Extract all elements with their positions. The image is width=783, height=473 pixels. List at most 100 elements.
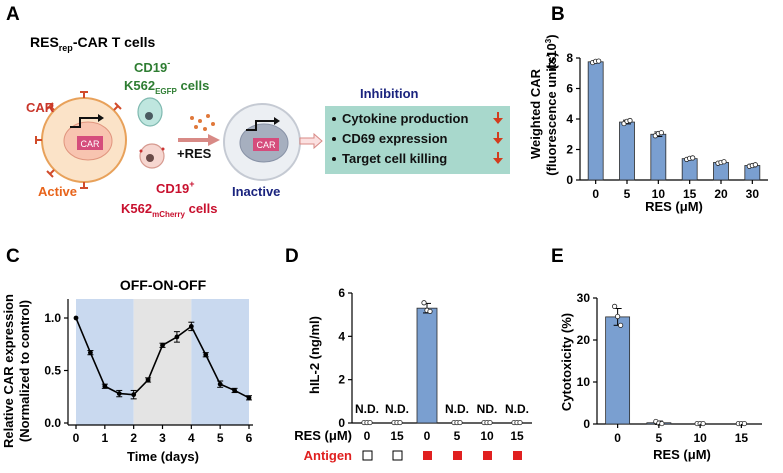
panel-e: E Cytotoxicity (%) 0 10 20 30 0 5 10 15 RES (μM… bbox=[551, 246, 762, 462]
x-tick-label: 5 bbox=[624, 187, 631, 201]
shaded-region bbox=[76, 299, 134, 425]
inhibition-arrow-icon bbox=[299, 132, 323, 150]
data-point bbox=[246, 395, 252, 401]
bullet-icon bbox=[332, 117, 336, 121]
c-ylabel-line2: (Normalized to control) bbox=[17, 300, 32, 442]
x-tick-label: 0 bbox=[73, 431, 80, 445]
panel-label-c: C bbox=[6, 246, 20, 267]
data-point bbox=[741, 420, 747, 427]
x-tick-label: 30 bbox=[746, 187, 760, 201]
chart-c: 0.0 0.5 1.0 0 1 2 3 4 5 6 bbox=[44, 299, 253, 445]
k562-mcherry-label: K562mCherry cells bbox=[121, 201, 218, 219]
data-point bbox=[145, 377, 151, 383]
bar bbox=[619, 121, 635, 181]
y-tick-label: 0 bbox=[338, 416, 345, 430]
y-tick-label: 6 bbox=[566, 82, 573, 96]
antigen-present-icon bbox=[453, 451, 462, 460]
panel-label-b: B bbox=[551, 4, 565, 25]
bar bbox=[587, 61, 604, 181]
shaded-region bbox=[191, 299, 249, 425]
y-tick-label: 1.0 bbox=[44, 311, 61, 325]
data-point bbox=[217, 381, 223, 387]
down-arrow-head-icon bbox=[493, 158, 503, 164]
x-tick-label: 4 bbox=[188, 431, 195, 445]
bar bbox=[713, 162, 729, 181]
data-point bbox=[618, 322, 624, 328]
active-car-t-cell: CAR bbox=[35, 91, 127, 189]
inhibition-item: Target cell killing bbox=[342, 151, 447, 166]
inactive-label: Inactive bbox=[232, 184, 280, 199]
y-tick-label: 2 bbox=[338, 373, 345, 387]
chart-d: 0 2 4 6 N.D. 0 N.D. 15 0 N.D. 5 ND. 10 N.D. 15 bbox=[338, 286, 532, 461]
y-tick-label: 0 bbox=[566, 173, 573, 187]
car-gene-box-inactive bbox=[253, 138, 279, 151]
antigen-absent-icon bbox=[392, 450, 403, 461]
y-tick-label: 20 bbox=[577, 333, 591, 347]
c-xlabel: Time (days) bbox=[127, 449, 199, 464]
y-tick-label: 4 bbox=[566, 112, 573, 126]
x-tick-label: 15 bbox=[683, 187, 697, 201]
bar bbox=[416, 307, 438, 424]
data-point bbox=[88, 350, 93, 356]
d-antigen-row-label: Antigen bbox=[304, 448, 352, 463]
x-tick-label: 0 bbox=[614, 431, 621, 445]
y-tick-label: 8 bbox=[566, 51, 573, 65]
antigen-present-icon bbox=[483, 451, 492, 460]
c-title: OFF-ON-OFF bbox=[120, 277, 207, 293]
panel-d: D hIL-2 (ng/ml) 0 2 4 6 N.D. 0 N.D. 15 0 N.D. 5 ND.… bbox=[285, 246, 532, 463]
panel-label-e: E bbox=[551, 246, 564, 267]
panel-c: C OFF-ON-OFF Relative CAR expression (No… bbox=[1, 246, 253, 464]
bar bbox=[681, 158, 698, 181]
x-tick-label: 3 bbox=[159, 431, 166, 445]
y-tick-label: 0 bbox=[583, 417, 590, 431]
x-tick-label: 2 bbox=[130, 431, 137, 445]
panel-b: B Weighted CAR (fluorescence units) (×10… bbox=[528, 4, 768, 214]
res-value: 0 bbox=[364, 429, 371, 443]
x-tick-label: 20 bbox=[714, 187, 728, 201]
d-res-row-label: RES (μM) bbox=[294, 428, 352, 443]
bar bbox=[650, 133, 667, 181]
data-point bbox=[596, 58, 602, 64]
x-tick-label: 1 bbox=[101, 431, 108, 445]
y-tick-label: 10 bbox=[577, 375, 591, 389]
k562-egfp-label: K562EGFP cells bbox=[124, 78, 209, 96]
x-tick-label: 10 bbox=[652, 187, 666, 201]
y-tick-label: 0.0 bbox=[44, 416, 61, 430]
panel-label-a: A bbox=[6, 4, 20, 25]
d-ylabel: hIL-2 (ng/ml) bbox=[307, 316, 322, 394]
nd-annotation: N.D. bbox=[355, 402, 379, 416]
data-point bbox=[203, 352, 209, 358]
res-label: +RES bbox=[177, 146, 212, 161]
bullet-icon bbox=[332, 137, 336, 141]
data-point bbox=[232, 388, 237, 393]
x-tick-label: 5 bbox=[217, 431, 224, 445]
b-y-scale: (×103) bbox=[544, 34, 559, 69]
car-gene-label-inactive: CAR bbox=[256, 140, 276, 150]
data-point bbox=[160, 342, 165, 348]
antigen-present-icon bbox=[513, 451, 522, 460]
bar bbox=[605, 316, 631, 425]
data-point bbox=[427, 308, 433, 315]
res-value: 10 bbox=[480, 429, 494, 443]
data-point bbox=[188, 324, 194, 329]
schematic-title: RESrep-CAR T cells bbox=[30, 34, 155, 53]
res-value: 5 bbox=[454, 429, 461, 443]
active-label: Active bbox=[38, 184, 77, 199]
nd-annotation: ND. bbox=[477, 402, 498, 416]
cd19-positive-cell bbox=[139, 143, 165, 169]
data-point bbox=[612, 303, 618, 309]
b-ylabel-line2: (fluorescence units) bbox=[544, 52, 559, 176]
antigen-present-icon bbox=[423, 451, 432, 460]
antigen-absent-icon bbox=[362, 450, 373, 461]
res-value: 15 bbox=[510, 429, 524, 443]
inactive-car-t-cell: CAR bbox=[223, 103, 301, 181]
data-point bbox=[487, 419, 493, 426]
data-point bbox=[659, 420, 665, 427]
res-value: 15 bbox=[390, 429, 404, 443]
data-point bbox=[752, 162, 758, 168]
e-xlabel: RES (μM) bbox=[653, 447, 711, 462]
data-point bbox=[174, 334, 180, 340]
car-receptor-icon bbox=[35, 91, 122, 189]
data-point bbox=[73, 315, 79, 321]
car-gene-box bbox=[77, 136, 103, 150]
